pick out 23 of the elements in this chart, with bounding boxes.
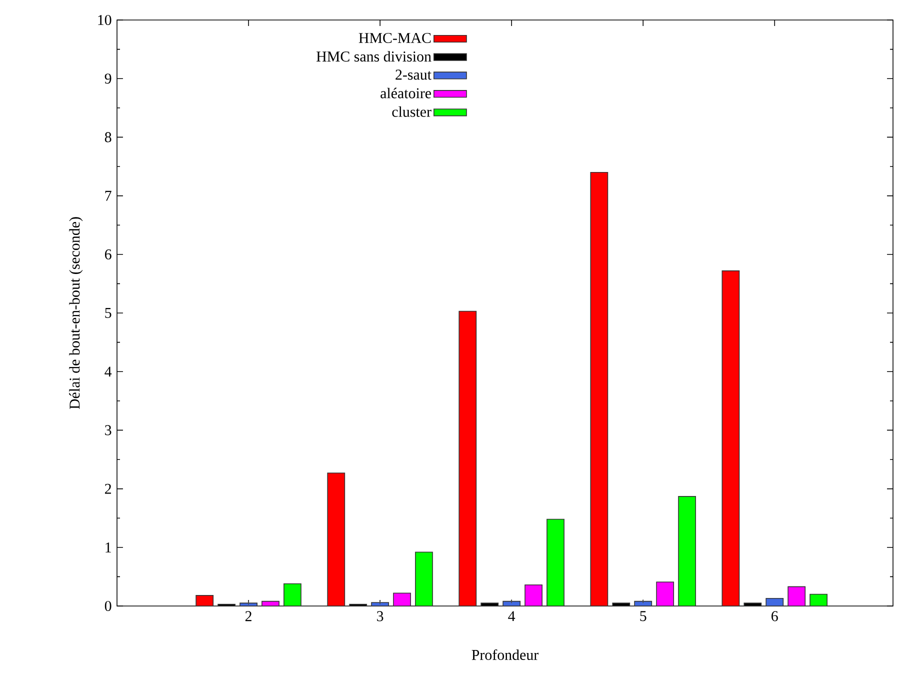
x-tick-label: 2 bbox=[245, 611, 252, 622]
y-tick-label: 3 bbox=[105, 425, 112, 436]
y-tick-label: 7 bbox=[105, 190, 112, 201]
y-tick-label: 6 bbox=[104, 249, 112, 260]
legend-label: 2-saut bbox=[396, 70, 432, 80]
y-tick-label: 10 bbox=[98, 14, 112, 26]
legend-label: aléatoire bbox=[380, 88, 431, 98]
y-tick-label: 5 bbox=[105, 308, 112, 318]
x-tick-label: 5 bbox=[640, 611, 646, 622]
y-tick-label: 2 bbox=[105, 484, 111, 494]
legend-label: HMC-MAC bbox=[358, 32, 431, 44]
legend-label: cluster bbox=[392, 106, 432, 117]
y-tick-label: 0 bbox=[104, 600, 112, 612]
x-tick-label: 6 bbox=[772, 611, 778, 622]
x-axis-title: Profondeur bbox=[472, 649, 538, 660]
y-tick-label: 8 bbox=[104, 132, 112, 142]
legend-label: HMC sans division bbox=[316, 51, 432, 62]
y-axis-title: Délai de bout-en-bout (seconde) bbox=[69, 217, 83, 410]
y-tick-label: 4 bbox=[104, 366, 112, 377]
y-tick-label: 1 bbox=[106, 542, 111, 552]
x-tick-label: 3 bbox=[377, 611, 384, 622]
y-tick-label: 9 bbox=[104, 74, 112, 84]
x-tick-label: 4 bbox=[508, 611, 516, 622]
